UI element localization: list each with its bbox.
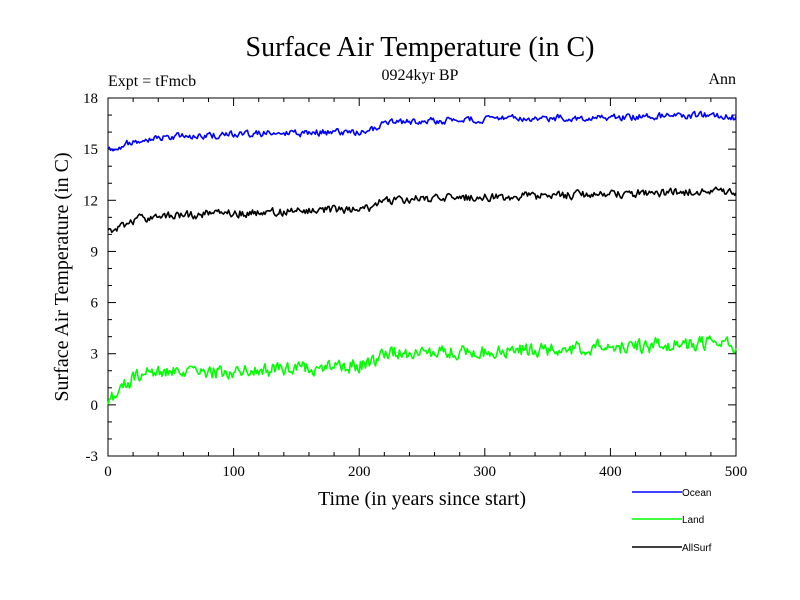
y-axis: -3 0 3 6 9 12 15 18	[83, 91, 736, 465]
y-tick-label: 18	[83, 91, 98, 107]
x-tick-label: 0	[104, 464, 112, 480]
x-tick-label: 400	[599, 464, 622, 480]
series-line-ocean	[107, 110, 737, 152]
experiment-label: Expt = tFmcb	[108, 73, 196, 90]
y-tick-label: 0	[91, 398, 99, 414]
series-line-allsurf	[107, 186, 737, 234]
series-line-land	[107, 335, 737, 405]
x-tick-label: 300	[474, 464, 497, 480]
y-tick-label: 15	[83, 142, 98, 158]
legend-label-land: Land	[682, 515, 704, 526]
y-tick-label: 3	[91, 347, 99, 363]
season-label: Ann	[708, 71, 736, 88]
chart-title: Surface Air Temperature (in C)	[246, 32, 595, 63]
x-axis: 0 100 200 300 400 500	[104, 98, 747, 480]
y-axis-label: Surface Air Temperature (in C)	[51, 152, 73, 401]
y-tick-label: 6	[91, 296, 99, 312]
legend-label-allsurf: AllSurf	[682, 543, 712, 554]
y-tick-label: 12	[83, 193, 98, 209]
x-axis-label: Time (in years since start)	[318, 488, 526, 510]
y-tick-label: -3	[86, 449, 99, 465]
series-lines	[107, 110, 737, 405]
y-tick-label: 9	[91, 244, 99, 260]
x-tick-label: 500	[725, 464, 748, 480]
plot-frame	[107, 97, 737, 457]
chart-subtitle: 0924kyr BP	[382, 67, 459, 84]
legend: Ocean Land AllSurf	[632, 488, 712, 554]
x-tick-label: 100	[222, 464, 245, 480]
x-tick-label: 200	[348, 464, 371, 480]
legend-label-ocean: Ocean	[682, 488, 711, 499]
